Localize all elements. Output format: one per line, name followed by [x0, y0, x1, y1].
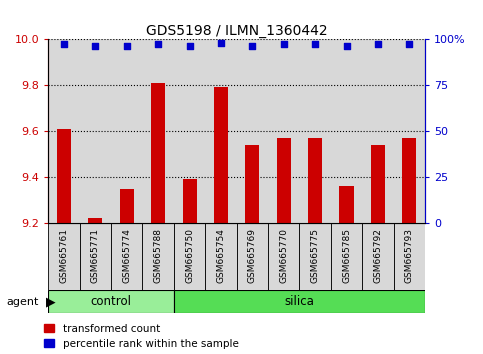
- Bar: [174, 39, 205, 223]
- Title: GDS5198 / ILMN_1360442: GDS5198 / ILMN_1360442: [146, 24, 327, 38]
- Text: GSM665761: GSM665761: [59, 228, 69, 284]
- Point: [123, 44, 131, 49]
- Bar: [308, 138, 322, 223]
- Bar: [394, 223, 425, 290]
- Bar: [205, 223, 237, 290]
- Legend: transformed count, percentile rank within the sample: transformed count, percentile rank withi…: [44, 324, 239, 349]
- Point: [186, 44, 194, 49]
- Text: control: control: [91, 295, 131, 308]
- Bar: [48, 223, 80, 290]
- Bar: [111, 39, 142, 223]
- Bar: [331, 223, 362, 290]
- Bar: [277, 138, 291, 223]
- Text: GSM665750: GSM665750: [185, 228, 194, 284]
- Text: GSM665793: GSM665793: [405, 228, 414, 284]
- Bar: [48, 39, 80, 223]
- Text: GSM665792: GSM665792: [373, 228, 383, 283]
- Bar: [183, 179, 197, 223]
- Bar: [151, 82, 165, 223]
- Bar: [80, 223, 111, 290]
- Bar: [80, 39, 111, 223]
- Point: [217, 40, 225, 45]
- Text: GSM665771: GSM665771: [91, 228, 100, 284]
- Point: [343, 44, 351, 49]
- Bar: [57, 129, 71, 223]
- Text: GSM665775: GSM665775: [311, 228, 320, 284]
- Bar: [299, 39, 331, 223]
- Bar: [362, 223, 394, 290]
- Bar: [214, 87, 228, 223]
- Bar: [111, 223, 142, 290]
- Bar: [142, 223, 174, 290]
- Bar: [340, 186, 354, 223]
- Bar: [268, 223, 299, 290]
- Text: GSM665788: GSM665788: [154, 228, 163, 284]
- Text: GSM665754: GSM665754: [216, 228, 226, 283]
- Text: agent: agent: [6, 297, 39, 307]
- Point: [406, 42, 413, 47]
- Bar: [394, 39, 425, 223]
- Bar: [237, 223, 268, 290]
- Bar: [371, 145, 385, 223]
- Bar: [142, 39, 174, 223]
- Text: silica: silica: [284, 295, 314, 308]
- Point: [60, 42, 68, 47]
- Bar: [362, 39, 394, 223]
- Bar: [402, 138, 416, 223]
- Point: [92, 44, 99, 49]
- Text: GSM665785: GSM665785: [342, 228, 351, 284]
- Point: [249, 44, 256, 49]
- Text: ▶: ▶: [46, 295, 56, 308]
- Bar: [245, 145, 259, 223]
- Bar: [237, 39, 268, 223]
- Bar: [268, 39, 299, 223]
- Point: [312, 42, 319, 47]
- Text: GSM665769: GSM665769: [248, 228, 257, 284]
- Point: [280, 42, 288, 47]
- Bar: [48, 290, 174, 313]
- Text: GSM665770: GSM665770: [279, 228, 288, 284]
- Bar: [88, 218, 102, 223]
- Bar: [205, 39, 237, 223]
- Bar: [174, 223, 205, 290]
- Point: [155, 42, 162, 47]
- Bar: [331, 39, 362, 223]
- Bar: [120, 188, 134, 223]
- Bar: [299, 223, 331, 290]
- Point: [374, 42, 382, 47]
- Text: GSM665774: GSM665774: [122, 228, 131, 283]
- Bar: [174, 290, 425, 313]
